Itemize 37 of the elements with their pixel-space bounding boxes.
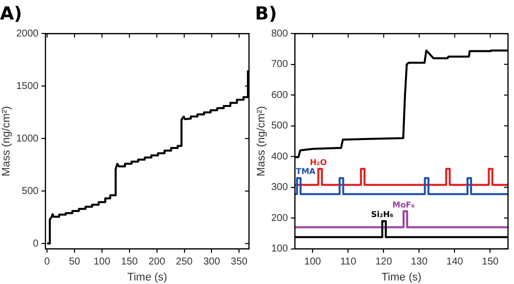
y-tick-label: 400 <box>271 151 288 162</box>
x-tick-label: 50 <box>68 256 81 268</box>
x-tick-label: 150 <box>121 256 138 268</box>
y-tick-label: 1000 <box>16 133 39 144</box>
x-tick-label: 130 <box>410 256 428 268</box>
x-tick-label: 100 <box>304 256 322 268</box>
x-axis-title: Time (s) <box>381 271 422 284</box>
x-tick-label: 100 <box>94 256 111 268</box>
y-axis-title: Mass (ng/cm²) <box>0 106 13 176</box>
series-label: TMA <box>296 167 316 176</box>
y-tick-label: 800 <box>271 28 288 40</box>
y-tick-label: 0 <box>32 238 39 250</box>
y-tick-label: 500 <box>271 120 288 132</box>
y-axis-title: Mass (ng/cm²) <box>256 106 268 176</box>
x-tick-label: 120 <box>375 256 392 268</box>
x-axis-title: Time (s) <box>127 271 168 284</box>
x-tick-label: 0 <box>44 256 50 268</box>
series-label: MoF₆ <box>392 200 416 210</box>
y-tick-label: 600 <box>271 90 288 101</box>
y-tick-label: 100 <box>271 244 288 255</box>
x-tick-label: 150 <box>482 256 500 268</box>
x-tick-label: 350 <box>230 256 248 268</box>
chart-title: B) <box>255 3 277 24</box>
x-tick-label: 300 <box>203 256 220 268</box>
y-tick-label: 200 <box>271 212 288 224</box>
y-tick-label: 700 <box>271 59 288 70</box>
chart-title: A) <box>0 3 22 24</box>
y-tick-label: 2000 <box>16 28 39 40</box>
x-tick-label: 200 <box>148 256 166 268</box>
series-label: Si₂H₆ <box>371 210 394 220</box>
y-tick-label: 500 <box>22 186 39 197</box>
y-tick-label: 300 <box>271 182 288 194</box>
x-tick-label: 140 <box>446 256 464 268</box>
y-tick-label: 1500 <box>16 80 39 92</box>
series-label: H₂O <box>310 158 328 167</box>
x-tick-label: 110 <box>340 256 357 268</box>
x-tick-label: 250 <box>176 256 194 268</box>
